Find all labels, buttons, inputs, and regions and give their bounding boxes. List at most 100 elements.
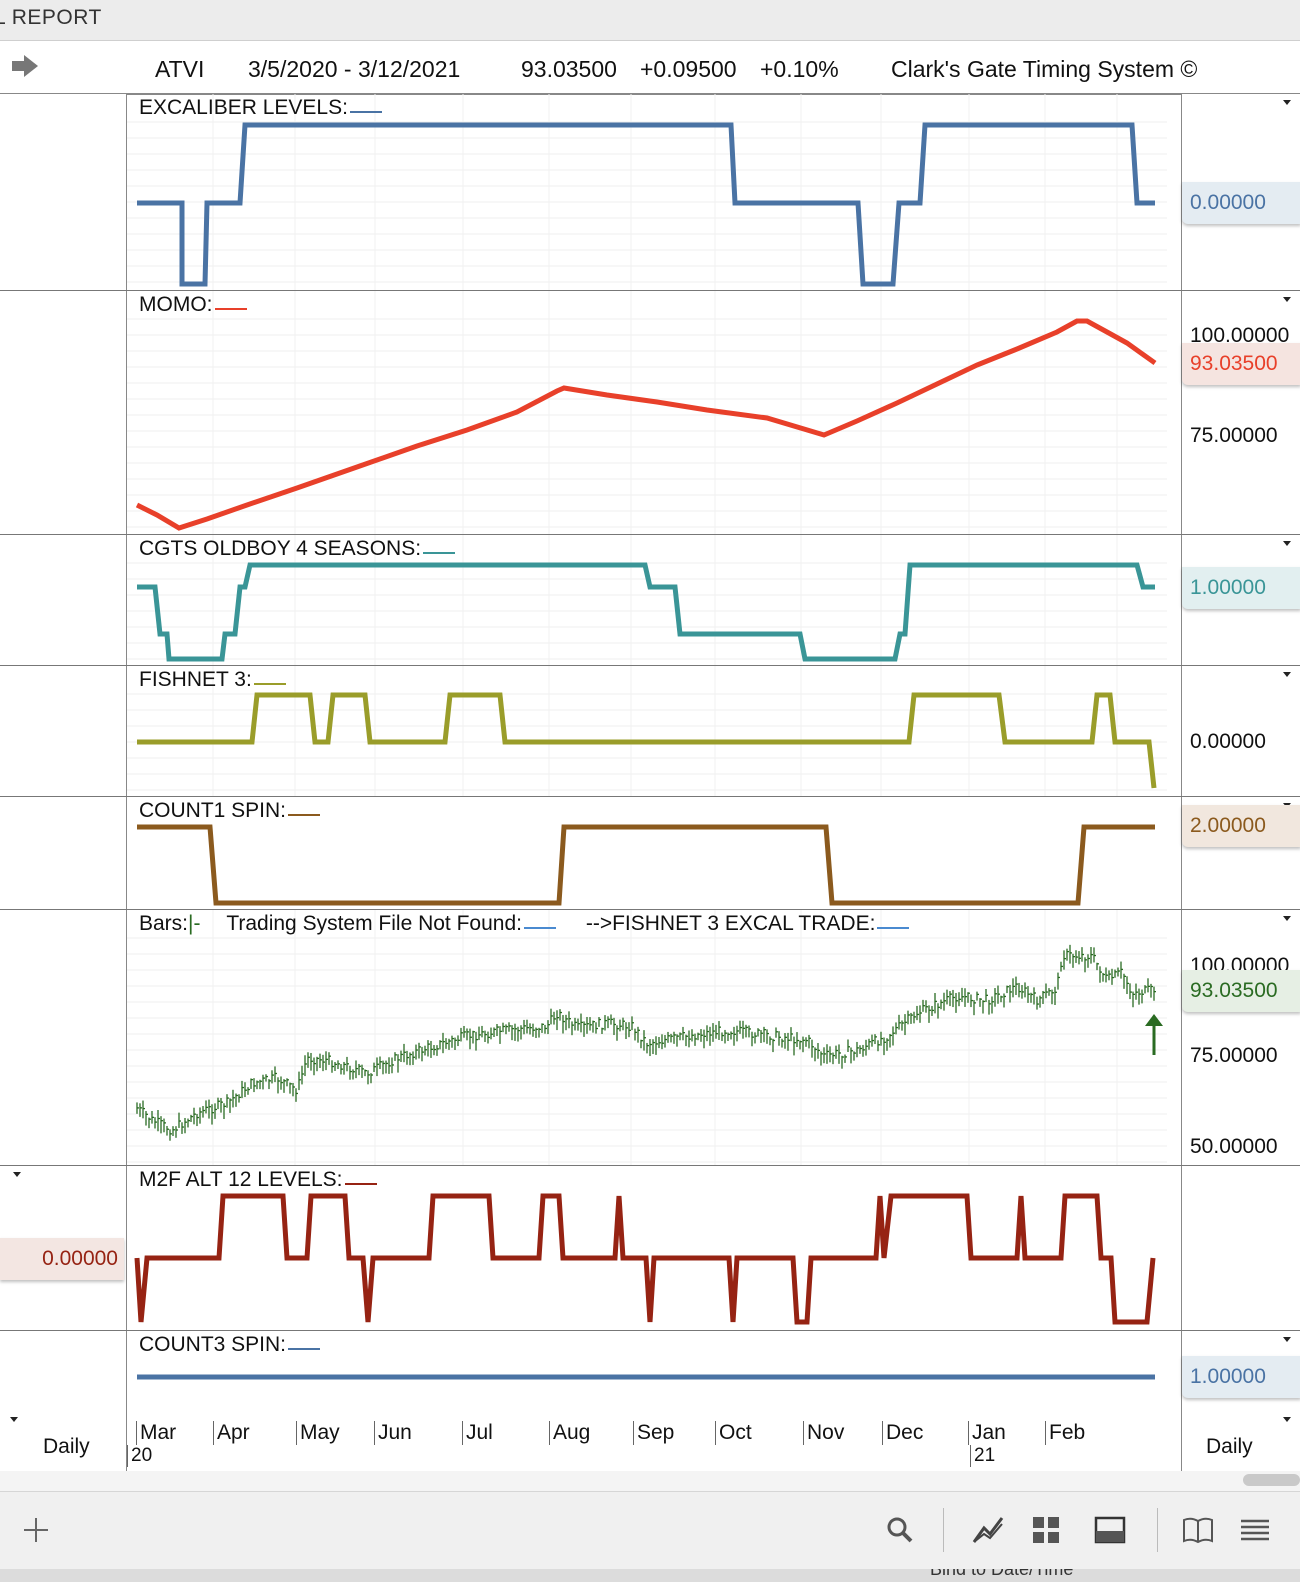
pane-menu-icon[interactable] (13, 1172, 21, 1177)
pane-excaliber[interactable]: EXCALIBER LEVELS: 0.00000 (0, 94, 1300, 291)
price-bars (127, 910, 1167, 1165)
pane-right-axis: 0.00000 (1181, 94, 1300, 290)
pane-right-axis: 100.00000 75.00000 93.03500 (1181, 291, 1300, 534)
plot-oldboy[interactable]: CGTS OLDBOY 4 SEASONS: (127, 535, 1181, 665)
pane-menu-icon[interactable] (1283, 672, 1291, 677)
pane-menu-icon[interactable] (1283, 297, 1291, 302)
pane-right-axis: 0.00000 1.00000 (1181, 535, 1300, 665)
value-tag: 2.00000 (1182, 805, 1300, 847)
count1-line (137, 824, 1155, 906)
period-menu-icon[interactable] (10, 1417, 18, 1422)
ohlc-bars (136, 944, 1156, 1141)
axis-label-mid: 75.00000 (1190, 424, 1278, 447)
last-price-text: 93.03500 (521, 56, 617, 82)
plot-fishnet[interactable]: FISHNET 3: (127, 666, 1181, 796)
pane-right-axis: 0.00000 (1181, 666, 1300, 796)
month-label: Feb (1045, 1421, 1085, 1445)
arrow-right-icon[interactable] (10, 53, 40, 79)
grid-icon[interactable] (1028, 1512, 1064, 1548)
pane-count3[interactable]: COUNT3 SPIN: 1.00000 (0, 1331, 1300, 1423)
value-tag: 93.03500 (1182, 343, 1300, 385)
menu-icon[interactable] (1237, 1512, 1273, 1548)
pane-right-axis: 2.00000 (1181, 797, 1300, 909)
change-pct-text: +0.10% (760, 56, 839, 82)
excaliber-line (127, 94, 1167, 290)
pane-menu-icon[interactable] (1283, 916, 1291, 921)
pane-m2f[interactable]: 0.00000 M2F ALT 12 LEVELS: (0, 1166, 1300, 1331)
period-selector-right[interactable]: Daily (1206, 1435, 1253, 1458)
value-tag: 1.00000 (1182, 1356, 1300, 1398)
pane-menu-icon[interactable] (1283, 1337, 1291, 1342)
pane-label: EXCALIBER LEVELS: (139, 96, 348, 119)
pane-label: FISHNET 3: (139, 668, 252, 691)
month-label: Aug (549, 1421, 590, 1445)
pane-count1[interactable]: COUNT1 SPIN: 2.00000 (0, 797, 1300, 910)
pane-momo[interactable]: MOMO: 100.00000 75.00000 93.03500 (0, 291, 1300, 535)
symbol-text: ATVI (155, 56, 205, 82)
oldboy-line (127, 535, 1167, 665)
time-axis[interactable]: Daily Mar Apr May Jun Jul Aug Sep Oct Nov Dec Jan F… (0, 1417, 1300, 1472)
pane-label: COUNT1 SPIN: (139, 799, 287, 822)
pane-right-axis: 100.00000 75.00000 50.00000 93.03500 (1181, 910, 1300, 1165)
pane-left-column (0, 1331, 127, 1423)
axis-value-label: 0.00000 (1190, 730, 1266, 753)
plot-m2f[interactable]: M2F ALT 12 LEVELS: (127, 1166, 1181, 1330)
pane-label: CGTS OLDBOY 4 SEASONS: (139, 537, 422, 560)
pane-menu-icon[interactable] (1283, 541, 1291, 546)
month-label: Dec (882, 1421, 923, 1445)
plus-icon[interactable] (18, 1512, 54, 1548)
month-label: Mar (136, 1421, 176, 1445)
pane-label: COUNT3 SPIN: (139, 1333, 287, 1356)
pane-left-column (0, 910, 127, 1165)
period-selector-left[interactable]: Daily (43, 1435, 90, 1458)
scrollbar-thumb[interactable] (1243, 1474, 1300, 1486)
year-label: 21 (970, 1445, 995, 1467)
period-menu-icon[interactable] (1283, 1417, 1291, 1422)
count3-line (137, 1374, 1155, 1380)
plot-excaliber[interactable]: EXCALIBER LEVELS: (127, 94, 1181, 290)
value-tag: 1.00000 (1182, 567, 1300, 609)
pane-fishnet[interactable]: FISHNET 3: 0.00000 (0, 666, 1300, 797)
trend-icon[interactable] (970, 1512, 1006, 1548)
chart-header: ATVI 3/5/2020 - 3/12/2021 93.03500 +0.09… (0, 41, 1300, 95)
window-titlebar: L REPORT (0, 0, 1300, 41)
month-label: Nov (803, 1421, 844, 1445)
excal-trade-label: -->FISHNET 3 EXCAL TRADE: (585, 912, 876, 935)
month-label: Jul (462, 1421, 493, 1445)
pane-left-column: 0.00000 (0, 1166, 127, 1330)
pane-oldboy[interactable]: CGTS OLDBOY 4 SEASONS: 0.00000 1.00000 (0, 535, 1300, 666)
pane-menu-icon[interactable] (1283, 100, 1291, 105)
up-arrow-icon (1145, 1014, 1163, 1055)
trading-system-label: Trading System File Not Found: (226, 912, 522, 935)
month-label: Jun (374, 1421, 412, 1445)
layout-icon[interactable] (1092, 1512, 1128, 1548)
axis-label-low: 50.00000 (1190, 1135, 1278, 1158)
pane-left-column (0, 797, 127, 909)
search-icon[interactable] (882, 1512, 918, 1548)
plot-count1[interactable]: COUNT1 SPIN: (127, 797, 1181, 909)
date-range-text: 3/5/2020 - 3/12/2021 (248, 56, 461, 82)
plot-momo[interactable]: MOMO: (127, 291, 1181, 534)
pane-bars[interactable]: Bars:|- Trading System File Not Found: -… (0, 910, 1300, 1166)
month-label: Sep (633, 1421, 674, 1445)
pane-right-axis: 1.00000 (1181, 1331, 1300, 1423)
pane-label: MOMO: (139, 293, 213, 316)
plot-count3[interactable]: COUNT3 SPIN: (127, 1331, 1181, 1423)
month-label: Oct (715, 1421, 752, 1445)
axis-label-top: 100.00000 (1190, 324, 1290, 347)
fishnet-line (127, 666, 1167, 796)
change-text: +0.09500 (640, 56, 737, 82)
pane-right-axis (1181, 1166, 1300, 1330)
pane-left-column (0, 291, 127, 534)
book-icon[interactable] (1180, 1512, 1216, 1548)
bars-label: Bars: (139, 912, 189, 935)
horizontal-scrollbar[interactable] (0, 1471, 1300, 1491)
pane-left-column (0, 535, 127, 665)
pane-left-column (0, 666, 127, 796)
momo-line (127, 291, 1167, 534)
plot-bars[interactable]: Bars:|- Trading System File Not Found: -… (127, 910, 1181, 1165)
pane-left-column (0, 94, 127, 290)
window-title: L REPORT (0, 6, 102, 29)
system-name-text: Clark's Gate Timing System © (891, 56, 1198, 82)
m2f-line (134, 1193, 1156, 1325)
